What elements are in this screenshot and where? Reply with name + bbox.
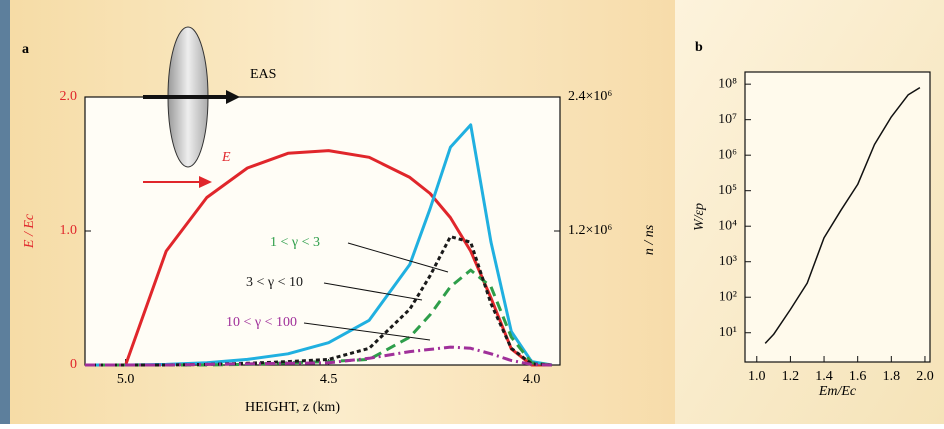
- annotation: EAS: [250, 67, 276, 82]
- x-tick-label: 1.6: [849, 369, 867, 384]
- series-label: 1 < γ < 3: [270, 235, 320, 250]
- x-tick-label: 1.8: [883, 369, 901, 384]
- x-tick-label: 2.0: [916, 369, 934, 384]
- y-tick-label: 10⁸: [718, 76, 737, 91]
- series-line: [85, 345, 552, 367]
- e-arrowhead: [199, 176, 212, 188]
- y-tick-label: 1.0: [60, 223, 78, 238]
- axes-frame: [744, 71, 931, 363]
- x-tick-label: 1.2: [782, 369, 800, 384]
- leader-line: [323, 282, 423, 301]
- x-tick-label: 1.4: [815, 369, 833, 384]
- y-tick-label: 10²: [719, 289, 737, 304]
- x-tick-label: 1.0: [748, 369, 766, 384]
- series-label: 3 < γ < 10: [246, 275, 303, 290]
- plot-area-a: [85, 97, 560, 365]
- leader-line: [303, 322, 431, 341]
- chart-layer: 5.0 4.5 4.0 0 1.0 2.0 1.2×10⁶ 2.4×10⁶ 1 < γ < 3 3…: [22, 40, 934, 415]
- y2-axis-label: n / ns: [642, 224, 657, 255]
- y-axis-label: W/εp: [692, 203, 707, 231]
- y-tick-label: 10⁶: [718, 147, 737, 162]
- y-tick-label: 2.0: [60, 89, 78, 104]
- y-tick-label: 10¹: [719, 325, 737, 340]
- y-axis-label: E / Ec: [22, 213, 37, 249]
- panel-label: a: [22, 42, 29, 57]
- leader-line: [347, 242, 449, 273]
- x-tick-label: 4.0: [523, 372, 541, 387]
- y-tick-label: 10³: [719, 254, 737, 269]
- y-tick-label: 10⁷: [718, 112, 737, 127]
- x-tick-label: 4.5: [320, 372, 338, 387]
- y-tick-label: 0: [70, 357, 77, 372]
- series-line: [764, 86, 921, 344]
- y2-tick-label: 1.2×10⁶: [568, 223, 612, 238]
- edge-strip: [0, 0, 10, 424]
- y-tick-label: 10⁵: [718, 183, 737, 198]
- panel-label: b: [695, 40, 703, 55]
- series-label: 10 < γ < 100: [226, 315, 297, 330]
- y-tick-label: 10⁴: [718, 218, 737, 233]
- x-axis-label: Em/Ec: [818, 384, 857, 399]
- y2-tick-label: 2.4×10⁶: [568, 89, 612, 104]
- eas-arrowhead: [226, 90, 240, 104]
- annotation: E: [221, 150, 231, 165]
- x-tick-label: 5.0: [117, 372, 135, 387]
- x-axis-label: HEIGHT, z (km): [245, 400, 340, 415]
